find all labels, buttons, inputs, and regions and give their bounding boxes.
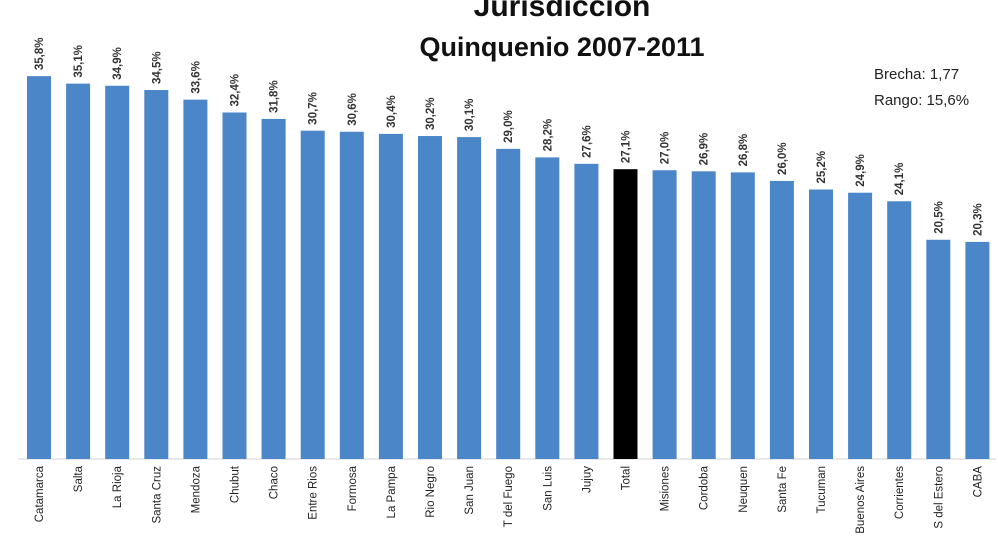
category-label-s-del-estero: S del Estero	[933, 466, 945, 529]
category-label-entre-rios: Entre Rios	[308, 466, 320, 520]
value-label-mendoza: 33,6%	[190, 61, 202, 94]
value-label-la-pampa: 30,4%	[386, 95, 398, 128]
value-label-tucuman: 25,2%	[816, 151, 828, 184]
bar-tucuman	[809, 189, 833, 459]
bar-san-luis	[535, 157, 560, 460]
value-label-jujuy: 27,6%	[581, 125, 593, 158]
bar-misiones	[652, 170, 677, 459]
value-label-corrientes: 24,1%	[894, 163, 906, 196]
value-label-s-del-estero: 20,5%	[933, 201, 945, 234]
category-label-rio-negro: Rio Negro	[425, 466, 437, 518]
value-label-rio-negro: 30,2%	[425, 97, 437, 130]
bar-rio-negro	[418, 136, 442, 459]
category-label-cordoba: Cordoba	[699, 465, 711, 510]
category-label-misiones: Misiones	[660, 466, 672, 512]
chart-subtitle: Quinquenio 2007-2011	[419, 32, 704, 62]
bars-group	[27, 76, 990, 460]
category-label-jujuy: Jujuy	[581, 466, 593, 493]
bar-la-rioja	[105, 85, 130, 459]
value-label-misiones: 27,0%	[660, 132, 672, 165]
bar-la-pampa	[378, 133, 403, 459]
category-label-formosa: Formosa	[347, 465, 359, 511]
category-label-mendoza: Mendoza	[190, 465, 202, 513]
bar-buenos-aires	[848, 192, 873, 459]
value-label-formosa: 30,6%	[347, 93, 359, 126]
category-label-santa-cruz: Santa Cruz	[151, 466, 163, 524]
value-label-cordoba: 26,9%	[699, 133, 711, 166]
category-label-caba: CABA	[972, 466, 984, 498]
category-label-tucuman: Tucuman	[816, 466, 828, 514]
value-label-buenos-aires: 24,9%	[855, 154, 867, 187]
bar-total	[613, 169, 638, 459]
category-label-la-rioja: La Rioja	[112, 465, 124, 508]
bar-catamarca	[27, 76, 51, 459]
value-label-catamarca: 35,8%	[34, 38, 46, 71]
value-label-san-luis: 28,2%	[542, 119, 554, 152]
bar-santa-fe	[769, 180, 794, 459]
category-label-chubut: Chubut	[230, 465, 242, 503]
value-label-la-rioja: 34,9%	[112, 47, 124, 80]
bar-mendoza	[183, 99, 208, 460]
value-label-chaco: 31,8%	[269, 80, 281, 113]
bar-entre-rios	[300, 130, 325, 459]
bar-s-del-estero	[926, 239, 951, 459]
bar-corrientes	[887, 201, 912, 459]
value-label-san-juan: 30,1%	[464, 98, 476, 131]
category-label-buenos-aires: Buenos Aires	[855, 466, 867, 534]
category-label-corrientes: Corrientes	[894, 466, 906, 519]
bar-t-del-fuego	[496, 148, 521, 460]
category-label-neuquen: Neuquen	[738, 466, 750, 513]
value-label-neuquen: 26,8%	[738, 134, 750, 167]
category-label-santa-fe: Santa Fe	[777, 466, 789, 513]
bar-jujuy	[574, 163, 599, 459]
value-label-salta: 35,1%	[73, 45, 85, 78]
category-label-san-juan: San Juan	[464, 466, 476, 515]
value-label-chubut: 32,4%	[230, 74, 242, 107]
category-label-la-pampa: La Pampa	[386, 465, 398, 518]
value-label-t-del-fuego: 29,0%	[503, 110, 515, 143]
category-label-chaco: Chaco	[269, 466, 281, 499]
bar-cordoba	[691, 171, 716, 459]
category-labels-group: Catamarca Salta La Rioja Santa Cruz Mendoza C…	[34, 465, 984, 534]
bar-caba	[965, 241, 990, 459]
bar-santa-cruz	[144, 90, 169, 459]
bar-neuquen	[730, 172, 755, 459]
category-label-total: Total	[621, 466, 633, 490]
value-label-entre-rios: 30,7%	[308, 92, 320, 125]
bar-formosa	[339, 131, 364, 459]
value-labels-group: 35,8% 35,1% 34,9% 34,5% 33,6% 32,4% 31,8% 30,7%…	[34, 38, 984, 236]
category-label-catamarca: Catamarca	[34, 465, 46, 522]
category-label-t-del-fuego: T del Fuego	[503, 466, 515, 527]
bar-chaco	[261, 118, 286, 460]
bar-san-juan	[457, 137, 482, 459]
category-label-san-luis: San Luis	[542, 466, 554, 511]
category-label-salta: Salta	[73, 465, 85, 492]
value-label-caba: 20,3%	[972, 203, 984, 236]
value-label-total: 27,1%	[621, 131, 633, 164]
bar-chubut	[222, 112, 247, 459]
chart-title: Jurisdicción	[474, 0, 651, 23]
annotation-rango: Rango: 15,6%	[874, 92, 969, 109]
bar-salta	[66, 83, 91, 460]
annotation-brecha: Brecha: 1,77	[874, 66, 959, 83]
value-label-santa-cruz: 34,5%	[151, 51, 163, 84]
value-label-santa-fe: 26,0%	[777, 142, 789, 175]
